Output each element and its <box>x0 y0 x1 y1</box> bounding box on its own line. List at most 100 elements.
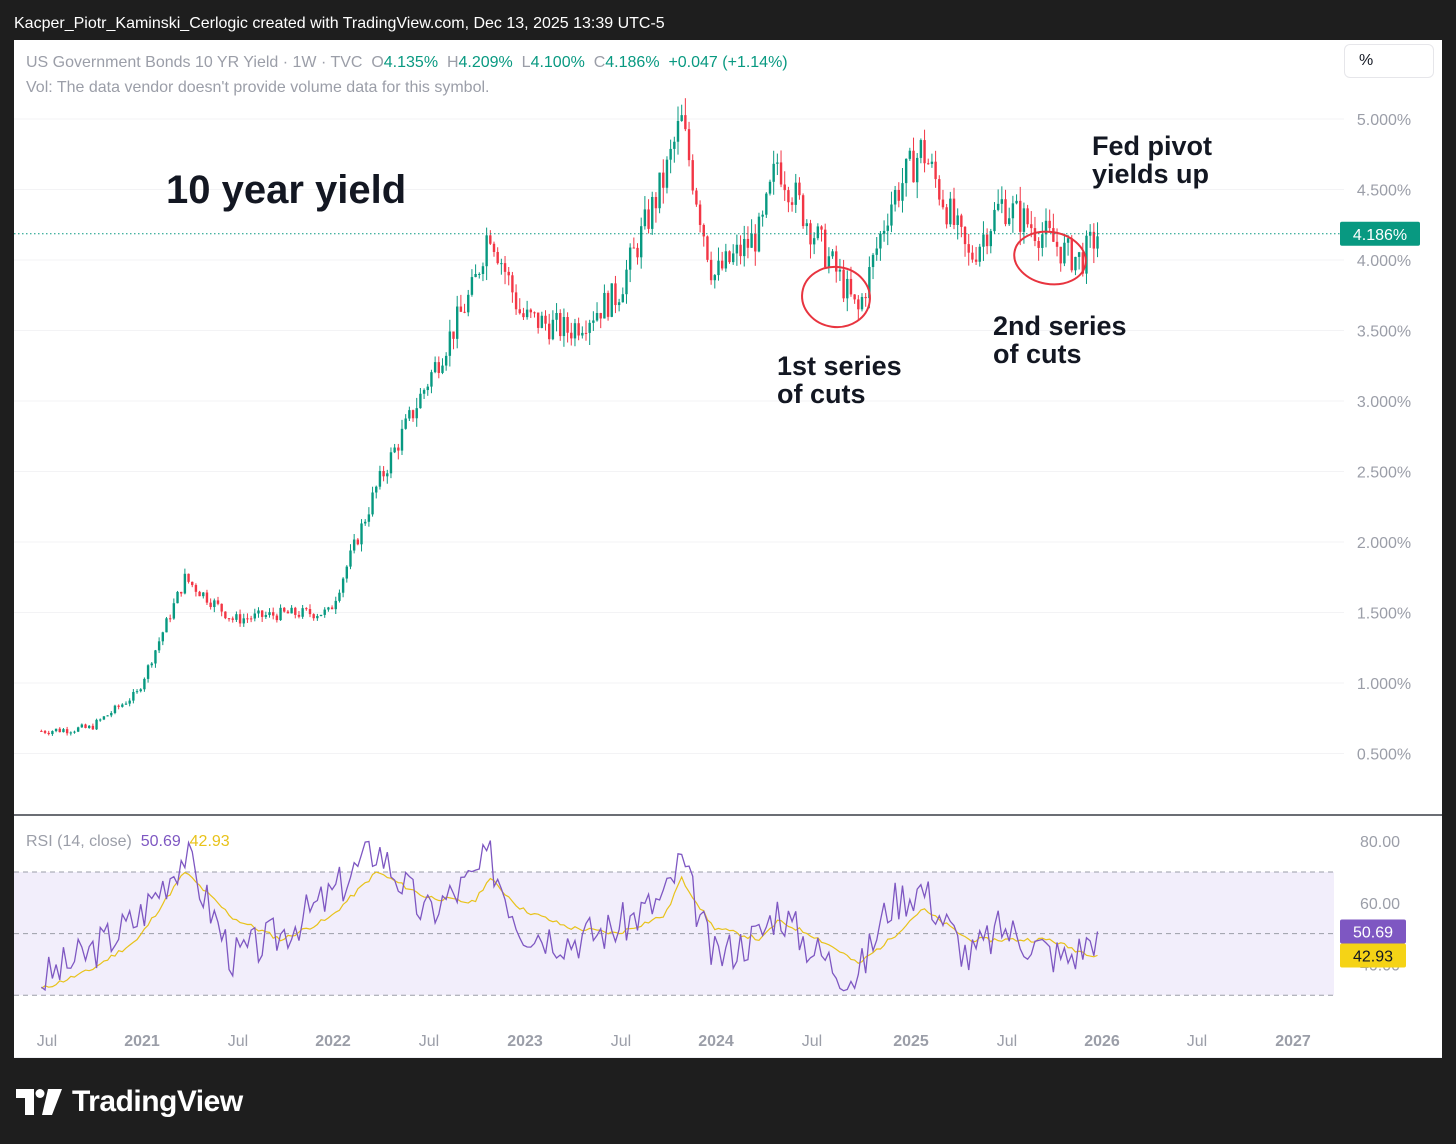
candle-body <box>294 607 297 615</box>
candle-body <box>352 539 356 551</box>
candle-body <box>971 252 974 260</box>
time-axis: Jul 2021 Jul 2022 Jul 2023 Jul 2024 Jul 2025 Jul 20… <box>14 1033 1442 1058</box>
high-value: 4.209% <box>458 54 513 71</box>
candle-body <box>647 209 650 229</box>
candle-body <box>967 244 970 253</box>
close-label: C <box>593 54 606 71</box>
candle-body <box>1022 208 1026 232</box>
candle-body <box>132 692 135 701</box>
time-tick-label: Jul <box>1187 1033 1207 1050</box>
candle-body <box>993 209 996 232</box>
candle-body <box>934 161 937 180</box>
price-tick-label: 1.000% <box>1357 676 1411 693</box>
symbol-legend: US Government Bonds 10 YR Yield · 1W · T… <box>26 54 788 72</box>
price-tick-label: 4.500% <box>1357 183 1411 200</box>
rsi-value: 50.69 <box>140 833 181 850</box>
candle-body <box>330 607 334 610</box>
candle-body <box>1066 238 1070 243</box>
candle-body <box>386 473 389 477</box>
candle-body <box>113 705 117 713</box>
candle-body <box>283 607 286 612</box>
rsi-line <box>40 840 1099 992</box>
candle-body <box>135 691 139 693</box>
candle-body <box>378 470 382 487</box>
candle-body <box>161 632 164 642</box>
candle-body <box>106 715 109 717</box>
open-value: 4.135% <box>383 54 439 71</box>
candle-body <box>441 365 444 373</box>
rsi-pane <box>14 840 1334 996</box>
candle-body <box>897 189 900 201</box>
candle-body <box>316 616 319 619</box>
candle-body <box>76 727 80 732</box>
candle-body <box>1048 220 1051 229</box>
rsi-value-badge-text: 50.69 <box>1353 924 1393 941</box>
candle-body <box>459 306 463 312</box>
candle-body <box>1030 224 1033 229</box>
candle-body <box>595 313 599 321</box>
candle-body <box>673 141 676 149</box>
candle-body <box>238 614 242 624</box>
candle-body <box>415 408 418 419</box>
candle-body <box>570 332 573 339</box>
candle-body <box>124 703 128 705</box>
candle-body <box>1070 238 1073 271</box>
fed-pivot-annotation: Fed pivot yields up <box>1092 131 1212 189</box>
candle-body <box>702 224 705 237</box>
title-annotation: 10 year yield <box>166 168 407 212</box>
candle-body <box>183 573 187 594</box>
candle-body <box>88 725 91 728</box>
candle-body <box>713 275 716 281</box>
candle-body <box>143 678 146 690</box>
snapshot-caption: Kacper_Piotr_Kaminski_Cerlogic created w… <box>14 15 665 32</box>
candle-body <box>772 163 775 182</box>
candle-body <box>1004 199 1007 225</box>
candle-body <box>956 215 959 225</box>
candle-body <box>893 189 897 205</box>
time-tick-label: 2022 <box>315 1033 351 1050</box>
candle-body <box>687 129 691 161</box>
candle-body <box>51 731 54 735</box>
candle-body <box>540 315 544 328</box>
candle-body <box>492 243 496 252</box>
candle-body <box>349 550 352 567</box>
candle-body <box>930 161 934 164</box>
rsi-label: RSI (14, close) <box>26 833 132 850</box>
candle-body <box>551 319 555 340</box>
candle-body <box>706 236 709 260</box>
candle-body <box>463 311 466 313</box>
time-tick-label: Jul <box>611 1033 631 1050</box>
candle-body <box>235 614 238 620</box>
candle-body <box>452 331 455 339</box>
candle-body <box>180 591 183 594</box>
candle-body <box>69 732 72 734</box>
candle-body <box>610 283 613 317</box>
candle-body <box>743 238 746 257</box>
close-value: 4.186% <box>605 54 660 71</box>
candle-body <box>765 193 768 215</box>
candle-body <box>750 233 753 248</box>
candle-body <box>1033 228 1037 242</box>
candle-body <box>150 663 153 666</box>
candle-body <box>1055 241 1059 247</box>
percent-scale-button[interactable]: % <box>1344 44 1434 78</box>
candle-body <box>717 260 720 276</box>
candle-body <box>297 614 301 617</box>
time-tick-label: Jul <box>997 1033 1017 1050</box>
candle-body <box>327 607 330 610</box>
candle-body <box>720 260 724 269</box>
candle-body <box>739 244 742 257</box>
candle-body <box>989 231 992 247</box>
candle-body <box>467 294 470 313</box>
rsi-ma-badge <box>1340 943 1406 968</box>
candle-body <box>1000 199 1004 204</box>
candle-body <box>474 274 477 278</box>
chart-canvas[interactable]: 5.000% 4.500% 4.000% 3.500% 3.000% 2.500% 2.00… <box>14 40 1442 1058</box>
candle-body <box>875 248 878 255</box>
candle-body <box>172 603 176 619</box>
candle-body <box>128 700 131 704</box>
candle-body <box>871 254 875 268</box>
price-tick-label: 2.500% <box>1357 465 1411 482</box>
annotation-circles <box>801 230 1087 329</box>
candle-body <box>382 470 385 477</box>
